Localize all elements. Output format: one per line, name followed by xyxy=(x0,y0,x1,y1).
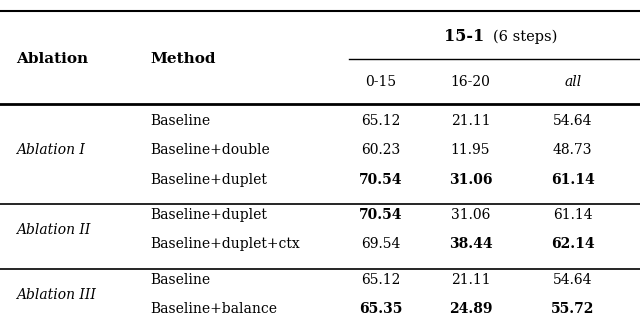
Text: Ablation III: Ablation III xyxy=(16,288,96,301)
Text: 21.11: 21.11 xyxy=(451,273,490,287)
Text: 55.72: 55.72 xyxy=(551,302,595,316)
Text: 31.06: 31.06 xyxy=(451,208,490,222)
Text: 70.54: 70.54 xyxy=(359,208,403,222)
Text: 48.73: 48.73 xyxy=(553,143,593,157)
Text: Ablation I: Ablation I xyxy=(16,143,85,157)
Text: 54.64: 54.64 xyxy=(553,273,593,287)
Text: 31.06: 31.06 xyxy=(449,173,492,187)
Text: 54.64: 54.64 xyxy=(553,114,593,127)
Text: Baseline+double: Baseline+double xyxy=(150,143,270,157)
Text: 61.14: 61.14 xyxy=(551,173,595,187)
Text: Baseline+duplet: Baseline+duplet xyxy=(150,173,268,187)
Text: (6 steps): (6 steps) xyxy=(493,30,557,44)
Text: 65.12: 65.12 xyxy=(361,273,401,287)
Text: Baseline+duplet: Baseline+duplet xyxy=(150,208,268,222)
Text: Baseline: Baseline xyxy=(150,273,211,287)
Text: 62.14: 62.14 xyxy=(551,238,595,251)
Text: 65.35: 65.35 xyxy=(359,302,403,316)
Text: 65.12: 65.12 xyxy=(361,114,401,127)
Text: 69.54: 69.54 xyxy=(361,238,401,251)
Text: Baseline: Baseline xyxy=(150,114,211,127)
Text: 21.11: 21.11 xyxy=(451,114,490,127)
Text: Baseline+balance: Baseline+balance xyxy=(150,302,277,316)
Text: Ablation: Ablation xyxy=(16,52,88,66)
Text: 60.23: 60.23 xyxy=(361,143,401,157)
Text: all: all xyxy=(564,75,581,89)
Text: Method: Method xyxy=(150,52,216,66)
Text: Ablation II: Ablation II xyxy=(16,223,90,237)
Text: 11.95: 11.95 xyxy=(451,143,490,157)
Text: 0-15: 0-15 xyxy=(365,75,396,89)
Text: 70.54: 70.54 xyxy=(359,173,403,187)
Text: 15-1: 15-1 xyxy=(444,29,484,45)
Text: 16-20: 16-20 xyxy=(451,75,490,89)
Text: 38.44: 38.44 xyxy=(449,238,492,251)
Text: 24.89: 24.89 xyxy=(449,302,492,316)
Text: 61.14: 61.14 xyxy=(553,208,593,222)
Text: Baseline+duplet+ctx: Baseline+duplet+ctx xyxy=(150,238,300,251)
